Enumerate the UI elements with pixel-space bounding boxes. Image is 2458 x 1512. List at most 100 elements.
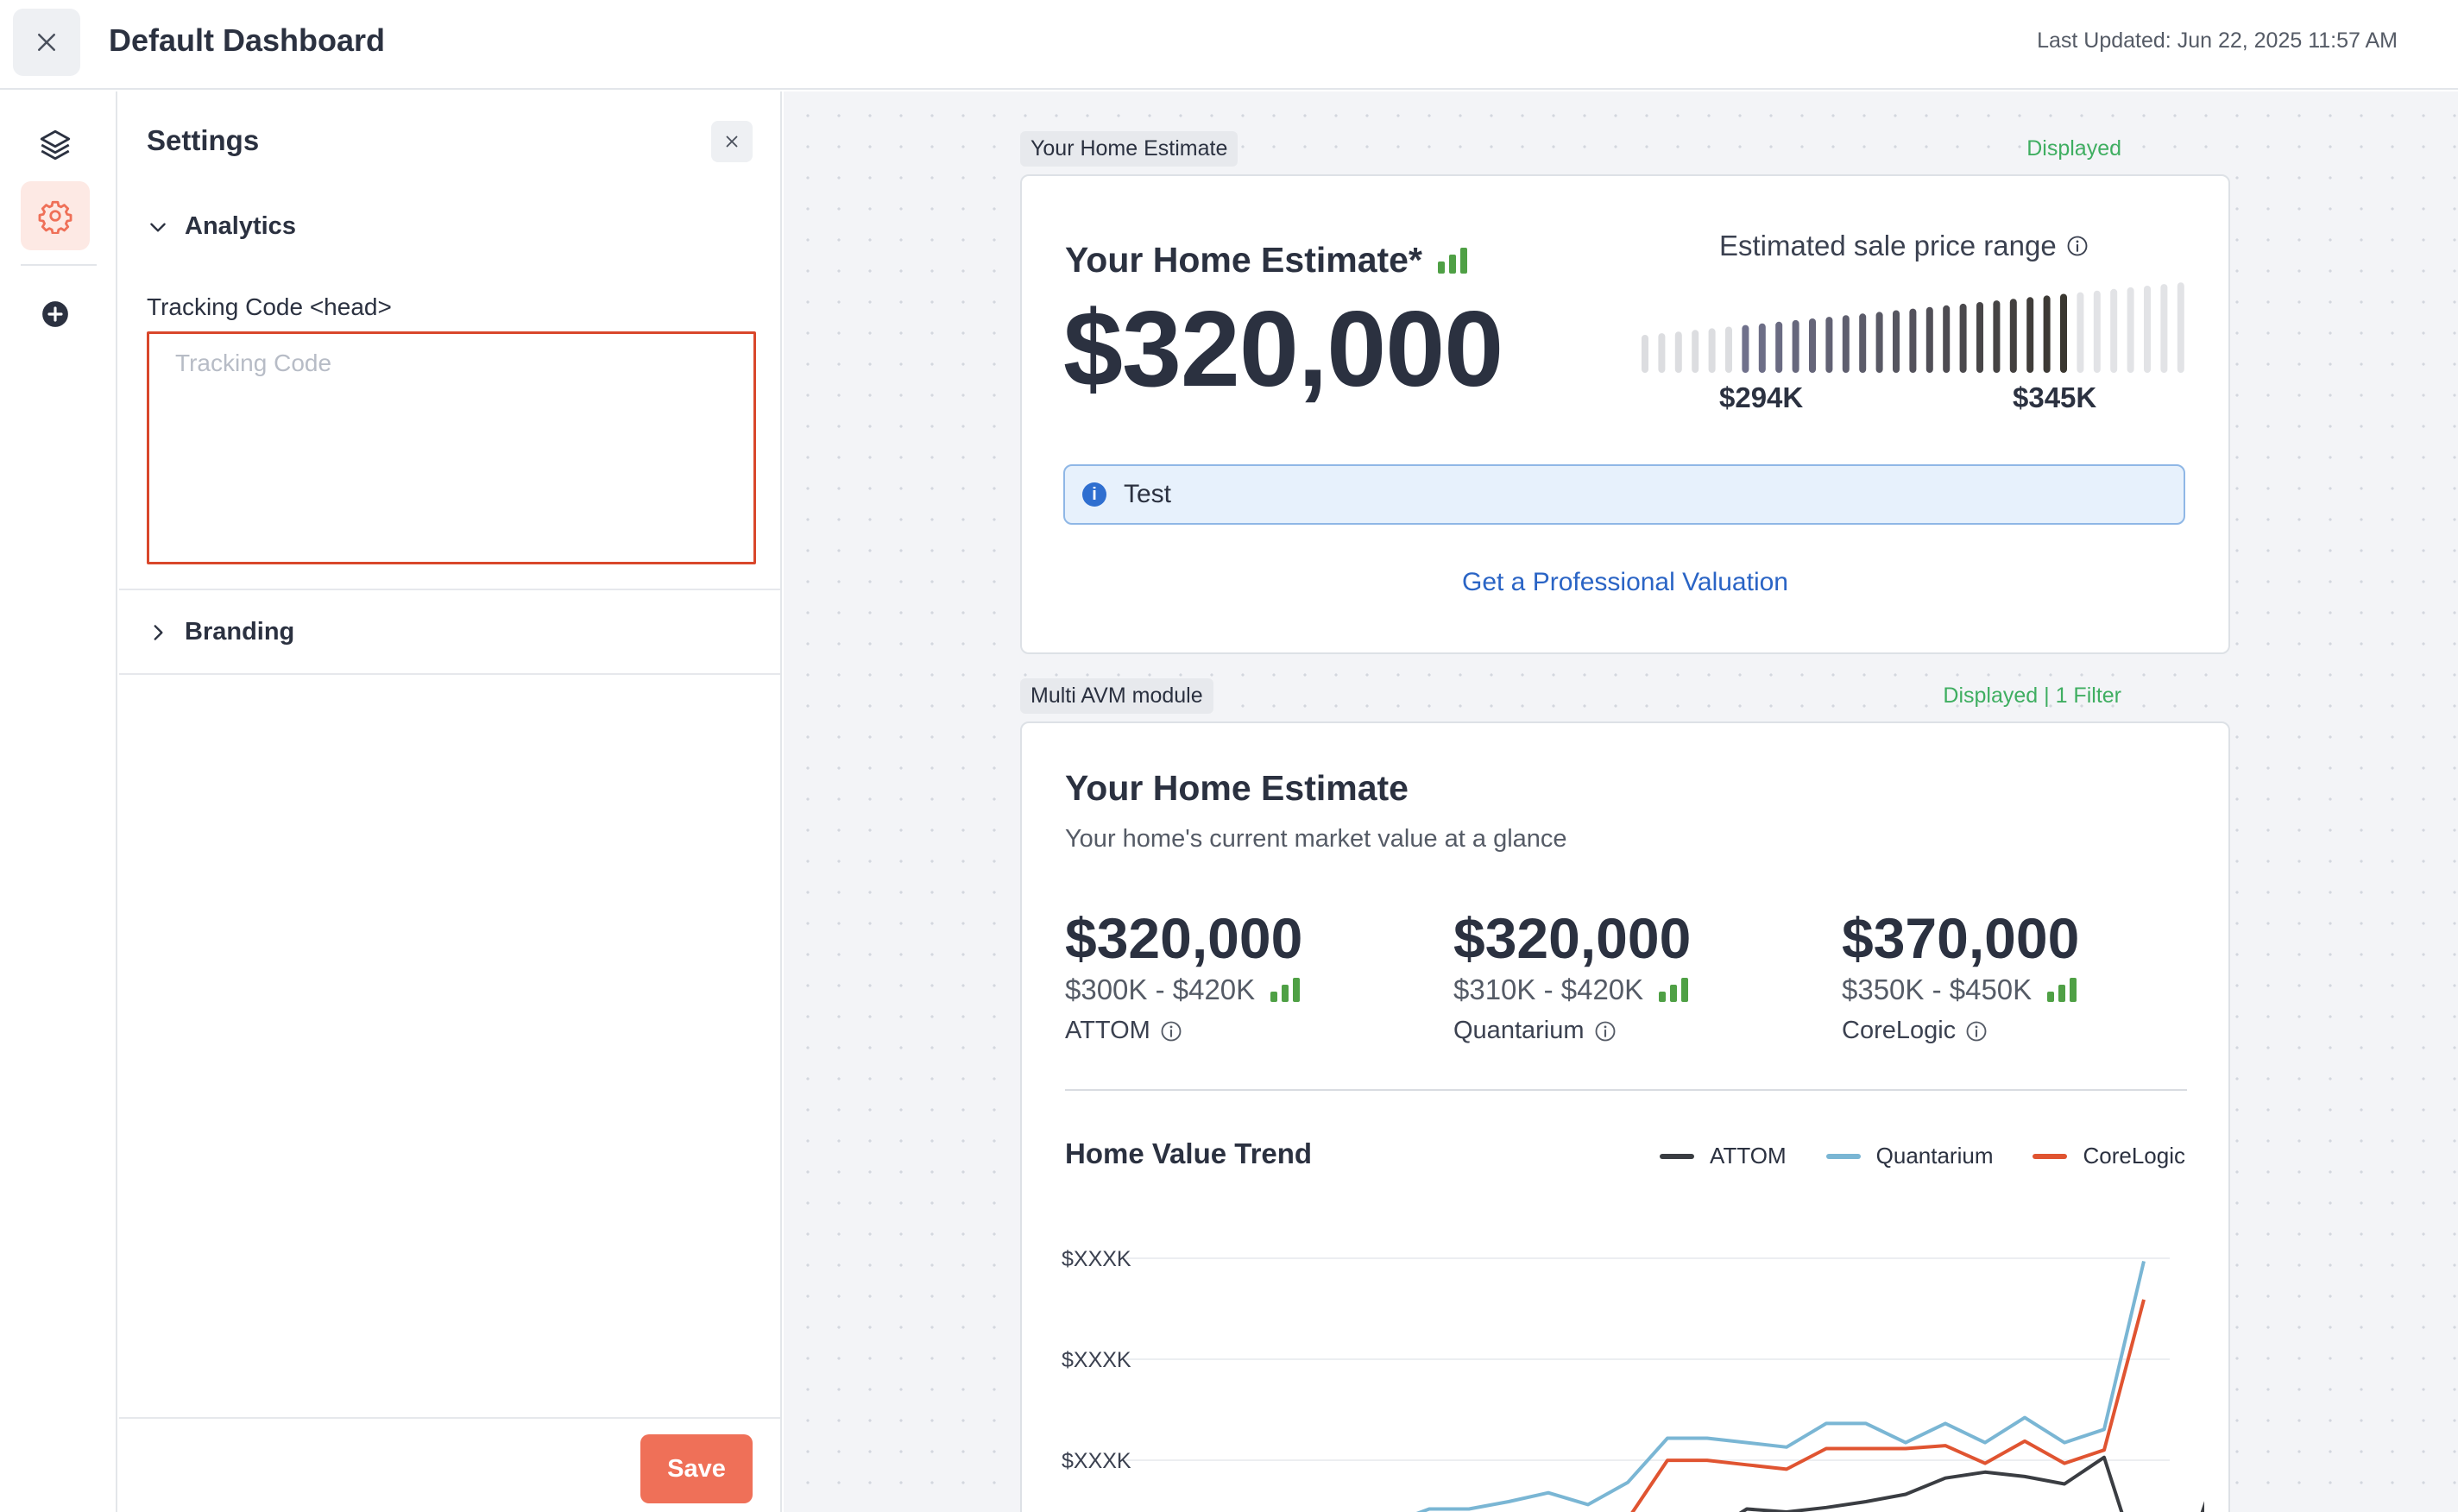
legend-label: ATTOM — [1710, 1143, 1787, 1169]
info-icon[interactable] — [2065, 234, 2089, 258]
professional-valuation-link[interactable]: Get a Professional Valuation — [1461, 568, 1788, 596]
range-bar — [1758, 323, 1766, 373]
y-tick-label: $XXXK — [1062, 1348, 1131, 1372]
tracking-code-label: Tracking Code <head> — [147, 293, 392, 320]
multi-avm-card[interactable]: Your Home Estimate Your home's current m… — [1020, 721, 2230, 1512]
avm-source-text: ATTOM — [1065, 1017, 1150, 1044]
section-divider — [119, 589, 780, 590]
chart-legend: ATTOM Quantarium CoreLogic — [1660, 1143, 2185, 1169]
range-bar — [1859, 313, 1867, 373]
layers-button[interactable] — [21, 110, 90, 180]
settings-title: Settings — [147, 124, 260, 156]
range-bar — [1825, 317, 1833, 373]
y-tick-label: $XXXK — [1062, 1247, 1131, 1271]
module-tag[interactable]: Multi AVM module — [1020, 678, 1213, 714]
range-title: Estimated sale price range — [1719, 230, 2089, 262]
range-bar — [2110, 288, 2118, 373]
range-bar — [2144, 286, 2151, 373]
avm-source: Quantarium — [1453, 1017, 1691, 1045]
legend-label: CoreLogic — [2083, 1143, 2185, 1169]
range-bar — [1925, 306, 1933, 373]
dashboard-title: Default Dashboard — [109, 22, 386, 58]
avm-estimate-corelogic: $370,000 $350K - $450K CoreLogic — [1842, 904, 2079, 1045]
gear-icon — [38, 200, 72, 234]
info-icon[interactable] — [1593, 1019, 1617, 1043]
avm-range-text: $350K - $450K — [1842, 973, 2033, 1005]
last-updated-text: Last Updated: Jun 22, 2025 11:57 AM — [2037, 28, 2398, 53]
series-line-attom — [1738, 1455, 2204, 1512]
top-bar: Default Dashboard Last Updated: Jun 22, … — [0, 0, 2458, 90]
estimate-value: $320,000 — [1063, 290, 1503, 409]
avm-range: $350K - $450K — [1842, 973, 2079, 1006]
save-button[interactable]: Save — [640, 1434, 753, 1503]
info-banner-text: Test — [1124, 480, 1172, 508]
range-bar — [1875, 312, 1883, 373]
preview-canvas: Your Home Estimate Displayed Your Home E… — [784, 91, 2458, 1512]
info-icon[interactable] — [1159, 1019, 1183, 1043]
avm-estimate-quantarium: $320,000 $310K - $420K Quantarium — [1453, 904, 1691, 1045]
range-bar — [2160, 284, 2168, 373]
avm-source: CoreLogic — [1842, 1017, 2079, 1045]
range-bar — [2060, 293, 2067, 373]
estimate-title: Your Home Estimate* — [1065, 240, 1467, 280]
range-bar — [1993, 300, 2001, 373]
y-tick-label: $XXXK — [1062, 1449, 1131, 1473]
home-estimate-card[interactable]: Your Home Estimate* $320,000 Estimated s… — [1020, 174, 2230, 654]
close-dashboard-button[interactable] — [13, 9, 80, 76]
range-high: $345K — [2013, 381, 2097, 413]
signal-strength-icon — [1659, 978, 1689, 1002]
layers-icon — [40, 129, 71, 161]
module-status: Displayed | 1 Filter — [1943, 684, 2121, 708]
avm-divider — [1065, 1089, 2187, 1091]
range-bar — [1692, 330, 1699, 373]
avm-value: $370,000 — [1842, 906, 2080, 970]
range-bar — [1674, 331, 1682, 373]
add-module-button[interactable] — [21, 280, 90, 349]
range-title-text: Estimated sale price range — [1719, 230, 2057, 261]
info-icon[interactable] — [1964, 1019, 1988, 1043]
signal-strength-icon — [1270, 978, 1301, 1002]
series-line-quantarium — [1415, 1260, 2146, 1512]
range-bar — [1976, 302, 1983, 373]
analytics-section-toggle[interactable]: Analytics — [147, 212, 296, 241]
avm-range: $300K - $420K — [1065, 973, 1302, 1006]
section-divider — [119, 673, 780, 675]
avm-subtitle: Your home's current market value at a gl… — [1065, 825, 1567, 853]
module-status: Displayed — [2026, 136, 2121, 161]
range-bar — [1725, 326, 1732, 373]
trend-title: Home Value Trend — [1065, 1137, 1313, 1169]
avm-range-text: $310K - $420K — [1453, 973, 1644, 1005]
settings-button[interactable] — [21, 181, 90, 250]
home-value-trend-chart: $XXXK $XXXK $XXXK — [1062, 1247, 2204, 1512]
legend-item-corelogic: CoreLogic — [2033, 1143, 2185, 1169]
avm-title: Your Home Estimate — [1065, 768, 1409, 808]
info-filled-icon: i — [1082, 482, 1106, 507]
legend-swatch — [1825, 1153, 1861, 1159]
range-bar — [2093, 290, 2101, 373]
tracking-code-input[interactable] — [147, 331, 756, 564]
chevron-right-icon — [154, 624, 163, 640]
branding-section-toggle[interactable]: Branding — [147, 618, 294, 646]
info-banner: i Test — [1063, 464, 2185, 525]
module-tag[interactable]: Your Home Estimate — [1020, 131, 1238, 167]
range-bar — [1943, 305, 1951, 373]
range-bar — [1658, 333, 1666, 373]
close-icon — [38, 34, 55, 51]
branding-section-label: Branding — [185, 618, 295, 646]
avm-range: $310K - $420K — [1453, 973, 1691, 1006]
legend-item-quantarium: Quantarium — [1825, 1143, 1994, 1169]
range-bar — [1792, 319, 1799, 373]
avm-source: ATTOM — [1065, 1017, 1302, 1045]
range-bar — [1909, 308, 1917, 373]
legend-label: Quantarium — [1875, 1143, 1994, 1169]
estimate-title-text: Your Home Estimate* — [1065, 240, 1422, 280]
range-bar — [1809, 318, 1816, 373]
range-bar — [1893, 310, 1900, 373]
range-bar — [1842, 315, 1850, 373]
range-bar — [1959, 303, 1967, 373]
signal-strength-icon — [2047, 978, 2077, 1002]
analytics-section-label: Analytics — [185, 212, 296, 240]
rail-divider — [21, 264, 97, 266]
close-settings-button[interactable] — [711, 121, 753, 162]
range-low: $294K — [1719, 381, 1804, 413]
